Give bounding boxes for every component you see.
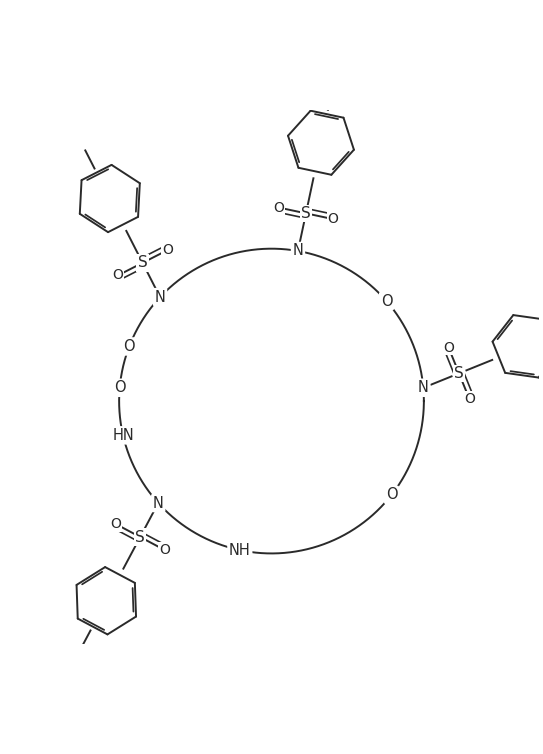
Text: N: N: [293, 244, 304, 259]
Text: O: O: [381, 293, 392, 308]
Text: N: N: [153, 495, 163, 510]
Text: O: O: [162, 244, 173, 257]
Text: O: O: [464, 392, 475, 406]
Text: S: S: [135, 529, 145, 544]
Text: NH: NH: [229, 543, 251, 558]
Text: S: S: [454, 366, 464, 381]
Text: HN: HN: [112, 428, 134, 443]
Text: N: N: [155, 290, 166, 305]
Text: O: O: [386, 487, 397, 502]
Text: S: S: [138, 256, 148, 271]
Text: O: O: [159, 543, 170, 557]
Text: O: O: [114, 380, 125, 395]
Text: S: S: [301, 206, 311, 221]
Text: O: O: [123, 339, 135, 354]
Text: O: O: [273, 201, 284, 215]
Text: O: O: [328, 212, 339, 226]
Text: O: O: [110, 517, 121, 531]
Text: O: O: [112, 268, 123, 283]
Text: N: N: [418, 380, 429, 395]
Text: O: O: [443, 341, 454, 354]
